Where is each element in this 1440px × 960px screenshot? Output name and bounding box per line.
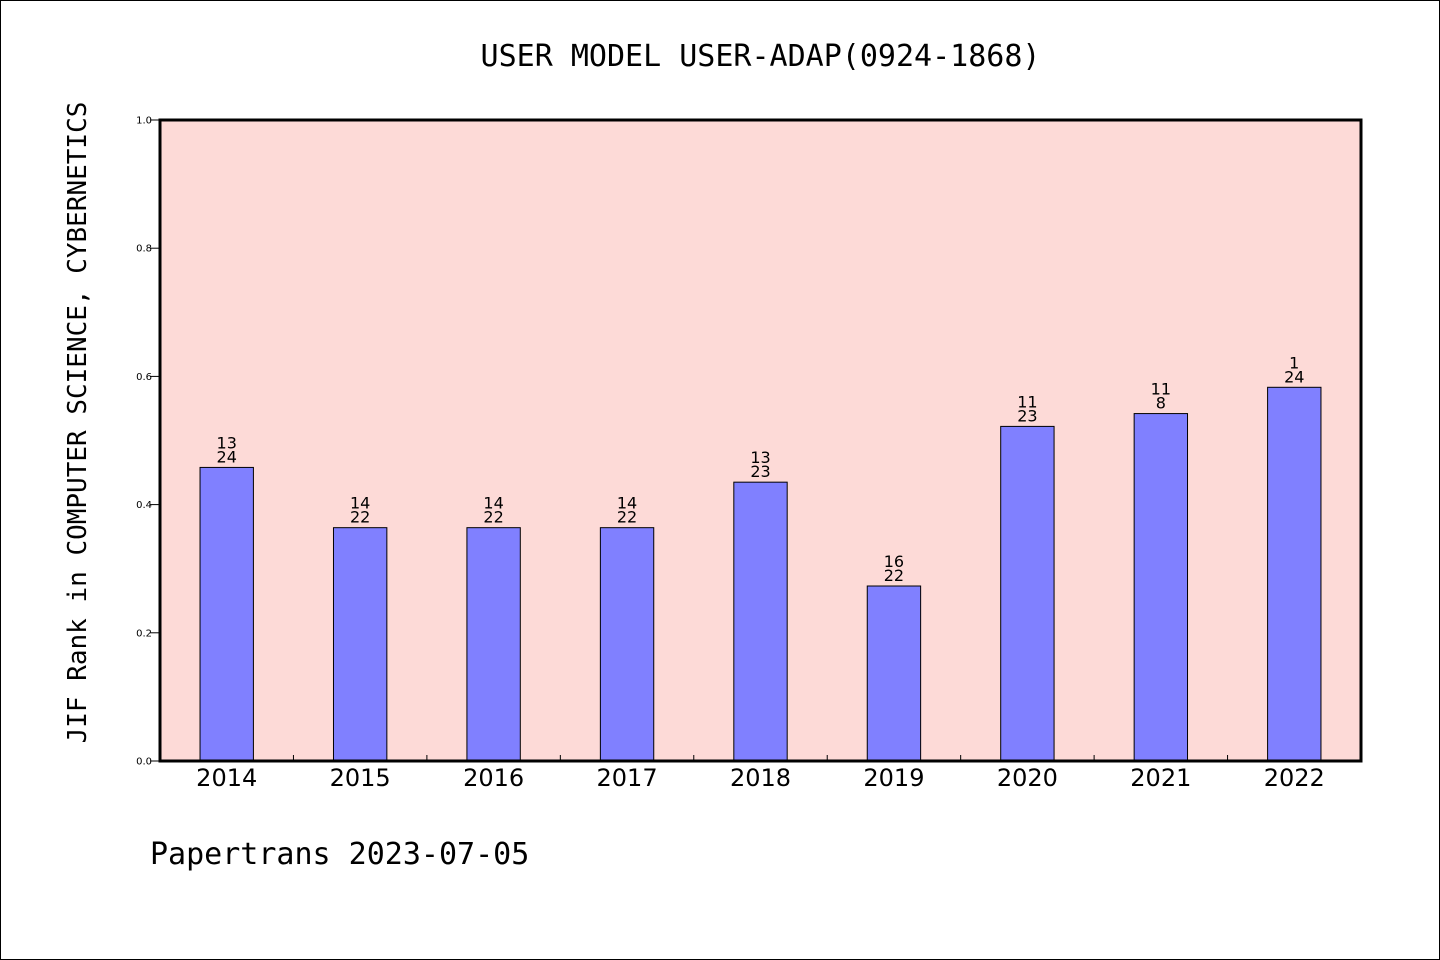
y-tick-label: 0.4: [136, 500, 152, 511]
bar-rank-label: 13: [217, 433, 237, 452]
plot-border: [158, 118, 1363, 763]
x-tick-label: 2022: [1264, 764, 1325, 792]
bar-total-label: 24: [217, 447, 237, 466]
y-tick-label: 0.0: [136, 757, 152, 768]
bar-rank-label: 14: [483, 494, 503, 513]
y-tick-label: 0.6: [136, 372, 152, 383]
y-tick-label: 1.0: [136, 116, 152, 127]
y-tick-label: 0.2: [136, 628, 152, 639]
x-tick-label: 2020: [997, 764, 1058, 792]
footer-text: Papertrans 2023-07-05: [150, 837, 529, 872]
bar-rank-label: 14: [350, 494, 370, 513]
bar-total-label: 23: [1017, 406, 1037, 425]
x-tick-label: 2019: [863, 764, 924, 792]
x-tick-label: 2017: [597, 764, 658, 792]
bar-2020: [1000, 425, 1055, 762]
bar-rank-label: 11: [1151, 380, 1171, 399]
bar-2019: [866, 585, 922, 762]
x-axis: 2014 2015 2016 2017 2018 2019 2020 2021 2022: [196, 755, 1325, 792]
bar-rank-label: 13: [750, 448, 770, 467]
y-tick-label: 0.8: [136, 244, 152, 255]
bar-total-label: 23: [750, 462, 770, 481]
bar-total-label: 22: [617, 508, 637, 527]
y-axis: 0.0 0.2 0.4 0.6 0.8 1.0: [136, 116, 160, 768]
bar-2017: [599, 527, 655, 762]
bar-2021: [1133, 413, 1189, 762]
bar-total-label: 8: [1156, 394, 1166, 413]
bar-2018: [733, 481, 788, 762]
bar-total-label: 24: [1284, 367, 1304, 386]
x-tick-label: 2014: [196, 764, 257, 792]
bar-rank-label: 11: [1017, 392, 1037, 411]
bar-2016: [466, 527, 521, 762]
bar-rank-label: 1: [1289, 353, 1299, 372]
x-tick-label: 2021: [1130, 764, 1191, 792]
chart-title: USER MODEL USER-ADAP(0924-1868): [481, 39, 1041, 74]
x-tick-label: 2018: [730, 764, 791, 792]
x-tick-label: 2016: [463, 764, 524, 792]
bar-2015: [332, 527, 388, 762]
bar-total-label: 22: [884, 566, 904, 585]
x-tick-label: 2015: [330, 764, 391, 792]
bar-rank-label: 14: [617, 494, 637, 513]
bar-total-label: 22: [483, 508, 503, 527]
bar-2014: [199, 466, 254, 762]
bar-2022: [1267, 386, 1322, 762]
bars-group: [199, 386, 1322, 762]
bar-rank-label: 16: [884, 552, 904, 571]
bar-total-label: 22: [350, 508, 370, 527]
y-axis-label: JIF Rank in COMPUTER SCIENCE, CYBERNETIC…: [63, 102, 93, 744]
